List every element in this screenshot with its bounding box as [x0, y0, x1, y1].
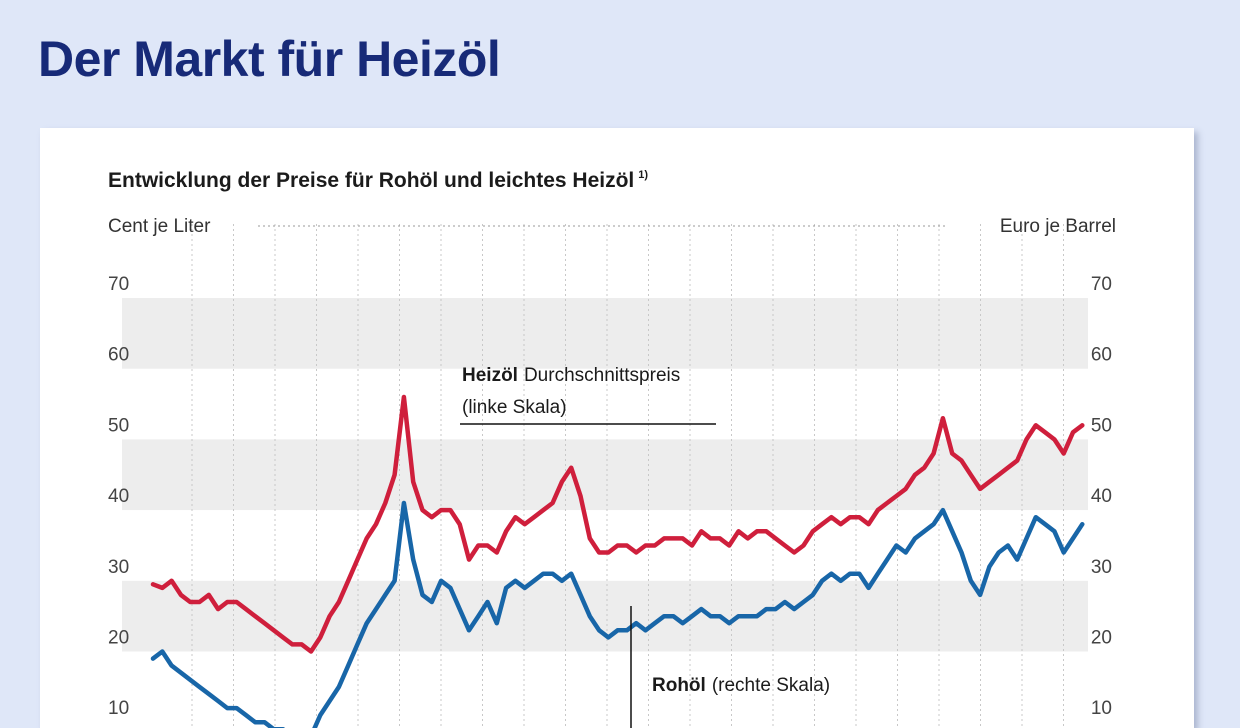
series-lines [150, 394, 1085, 728]
right-tick-label: 40 [1091, 486, 1112, 507]
grid-bands [122, 298, 1088, 652]
left-tick-label: 60 [108, 345, 129, 366]
left-tick-label: 40 [108, 486, 129, 507]
annotations: Heizöl Durchschnittspreis (linke Skala) R… [460, 365, 830, 728]
left-tick-label: 30 [108, 557, 129, 578]
rohoel-label-name: Rohöl [652, 675, 706, 696]
left-tick-label: 70 [108, 274, 129, 295]
right-tick-label: 20 [1091, 628, 1112, 649]
chart-title: Entwicklung der Preise für Rohöl und lei… [108, 169, 648, 192]
chart-card: Entwicklung der Preise für Rohöl und lei… [40, 128, 1194, 728]
rohoel-label: Rohöl (rechte Skala) [652, 675, 830, 696]
main-title: Der Markt für Heizöl [38, 31, 501, 87]
price-chart: Entwicklung der Preise für Rohöl und lei… [108, 169, 1116, 728]
right-tick-label: 10 [1091, 698, 1112, 719]
heizoel-axis-note: (linke Skala) [462, 397, 567, 418]
left-tick-label: 20 [108, 628, 129, 649]
series-line-heizoel [150, 394, 1085, 654]
grid-band [122, 580, 1088, 652]
right-axis-unit: Euro je Barrel [1000, 216, 1116, 237]
grid-band [122, 439, 1088, 511]
page: Der Markt für Heizöl Entwicklung der Pre… [38, 31, 1194, 728]
right-tick-label: 30 [1091, 557, 1112, 578]
heizoel-label-name: Heizöl [462, 365, 518, 386]
right-tick-label: 70 [1091, 274, 1112, 295]
series-line-rohoel [150, 500, 1085, 728]
rohoel-label-note: (rechte Skala) [712, 675, 830, 696]
right-tick-label: 50 [1091, 415, 1112, 436]
left-tick-label: 50 [108, 415, 129, 436]
right-tick-label: 60 [1091, 345, 1112, 366]
heizoel-label: Heizöl Durchschnittspreis [462, 365, 680, 386]
left-tick-label: 10 [108, 698, 129, 719]
grid-band [122, 298, 1088, 369]
left-axis-unit: Cent je Liter [108, 216, 211, 237]
vertical-gridlines [191, 224, 1064, 728]
heizoel-label-desc: Durchschnittspreis [524, 365, 680, 386]
